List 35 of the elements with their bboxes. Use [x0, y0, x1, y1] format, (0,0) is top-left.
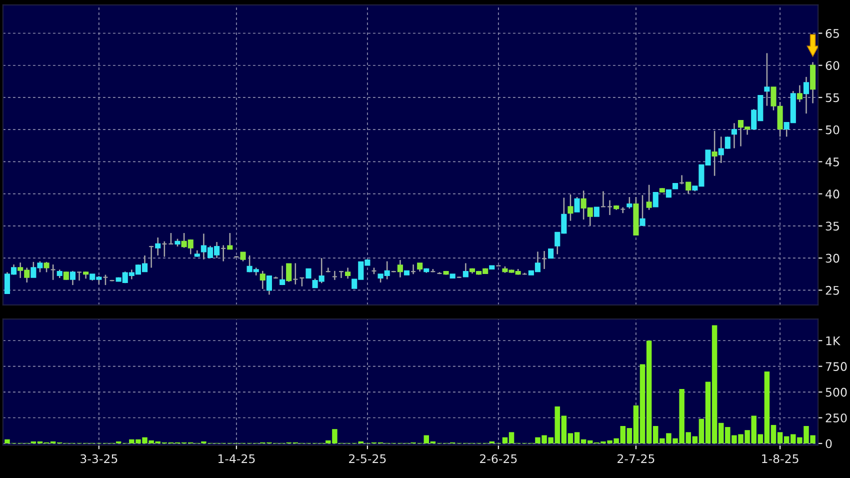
candlestick — [574, 196, 580, 212]
candlestick — [652, 192, 658, 208]
candlestick — [568, 194, 574, 222]
candlestick — [260, 270, 266, 290]
y-tick-label: 0 — [826, 439, 832, 448]
x-tick-label: 2-7-25 — [618, 454, 654, 464]
y-tick-label: 25 — [826, 286, 839, 295]
y-tick-label: 30 — [826, 254, 840, 263]
candlestick — [810, 62, 816, 104]
y-tick-label: 750 — [826, 362, 847, 371]
x-tick-label: 2-6-25 — [480, 454, 517, 464]
candlestick — [803, 76, 810, 114]
x-tick-label: 1-4-25 — [218, 454, 255, 464]
candlestick — [646, 184, 652, 211]
x-tick-label: 2-5-25 — [349, 454, 386, 464]
candlestick — [796, 84, 802, 103]
y-tick-label: 40 — [826, 190, 840, 198]
x-tick-label: 3-3-25 — [80, 454, 118, 464]
y-tick-label: 35 — [826, 222, 839, 231]
candlestick — [280, 265, 286, 286]
candlestick — [626, 196, 632, 210]
y-tick-label: 50 — [826, 125, 840, 134]
y-tick-label: 45 — [826, 158, 839, 166]
y-tick-label: 1K — [826, 336, 840, 346]
candlestick — [731, 122, 737, 149]
candlestick — [44, 261, 50, 273]
x-tick-label: 1-8-25 — [762, 454, 798, 464]
y-tick-label: 65 — [826, 28, 839, 38]
y-tick-label: 60 — [826, 61, 840, 70]
candlestick — [640, 194, 646, 227]
y-tick-label: 55 — [826, 93, 839, 102]
candlestick — [712, 130, 718, 176]
y-tick-label: 250 — [826, 413, 847, 422]
y-tick-label: 500 — [826, 388, 847, 397]
candlestick — [764, 52, 770, 106]
